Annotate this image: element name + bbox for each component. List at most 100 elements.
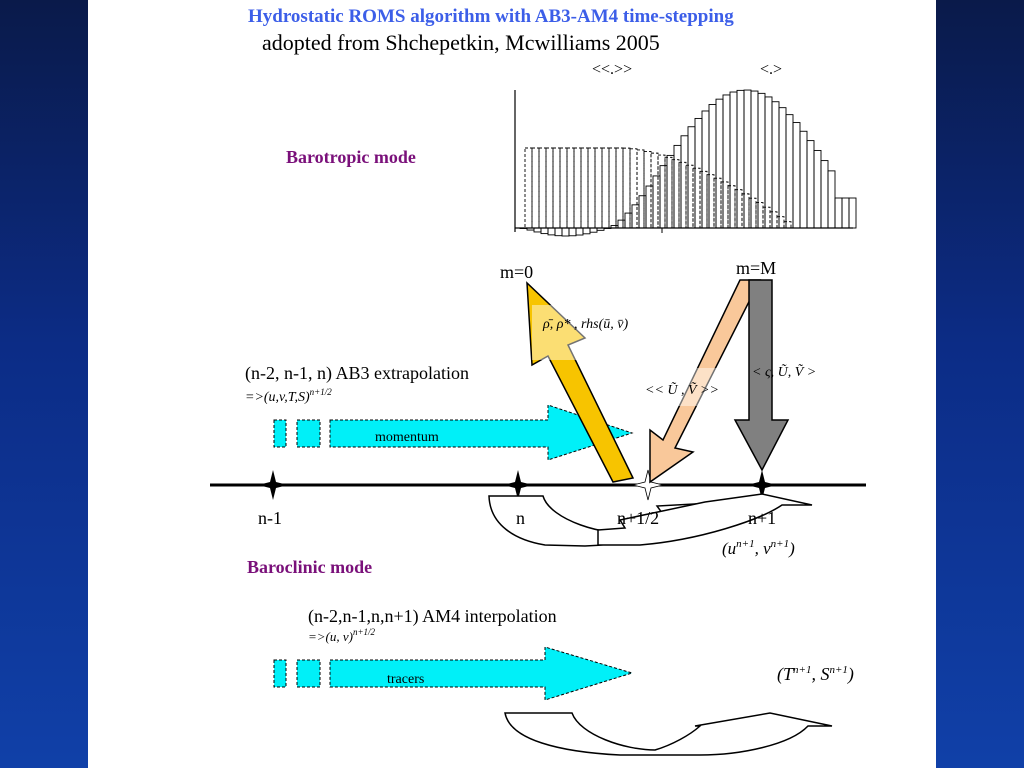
dashed-bar — [734, 189, 743, 229]
dashed-bar — [699, 170, 708, 229]
zeta-uv-average-label: < ς, Ũ, Ṽ > — [752, 363, 816, 380]
mM-label: m=M — [736, 258, 776, 278]
am4-text: (n-2,n-1,n,n+1) AM4 interpolation — [308, 606, 557, 627]
solid-bar — [680, 135, 689, 229]
tick-label-n-1: n-1 — [258, 508, 282, 528]
solid-bar — [582, 227, 591, 235]
dashed-bar — [622, 147, 631, 229]
gray-arrow-from-mM — [733, 279, 790, 472]
dashed-bar — [720, 181, 729, 229]
ts-next-label: (Tn+1, Sn+1) — [777, 664, 854, 685]
dashed-bar — [587, 147, 596, 229]
dashed-bar — [615, 147, 624, 229]
peach-arrow-from-mM — [649, 279, 762, 484]
solid-bar — [743, 89, 752, 229]
double-average-label: <<.>> — [592, 61, 632, 78]
tick-star-n-half — [632, 469, 664, 501]
momentum-label: momentum — [375, 430, 439, 445]
solid-bar — [673, 144, 682, 229]
solid-bar — [722, 94, 731, 229]
dashed-bar — [531, 147, 540, 229]
solid-bar — [568, 227, 577, 237]
solid-bar — [540, 227, 549, 235]
barotropic-mode-label: Barotropic mode — [286, 147, 416, 167]
tick-label-n-half: n+1/2 — [617, 508, 659, 528]
dashed-bar — [636, 149, 645, 229]
momentum-arrow — [273, 404, 634, 461]
solid-bar — [610, 225, 619, 229]
am4-formula: =>(u, v)n+1/2 — [308, 627, 376, 644]
dashed-bar — [769, 211, 778, 229]
dashed-bar — [755, 202, 764, 229]
solid-bar — [526, 227, 535, 231]
solid-bar — [624, 212, 633, 229]
dashed-bar — [685, 164, 694, 229]
solid-bar — [848, 197, 857, 229]
subtitle: adopted from Shchepetkin, Mcwilliams 200… — [262, 30, 660, 55]
solid-bar — [687, 126, 696, 229]
dashed-bar — [573, 147, 582, 229]
dashed-bar — [692, 167, 701, 229]
title: Hydrostatic ROMS algorithm with AB3-AM4 … — [248, 6, 734, 27]
rho-label-highlight — [532, 305, 592, 360]
solid-bar — [813, 149, 822, 229]
baroclinic-mode-label: Baroclinic mode — [247, 557, 372, 577]
solid-bar — [778, 107, 787, 229]
solid-bar — [645, 185, 654, 229]
solid-bar — [764, 96, 773, 229]
dashed-bar — [559, 147, 568, 229]
solid-bar — [715, 98, 724, 229]
solid-bar — [694, 117, 703, 229]
dashed-bar — [706, 174, 715, 229]
solid-bar — [806, 140, 815, 229]
dashed-bar — [650, 152, 659, 229]
solid-bar — [589, 227, 598, 233]
solid-bar — [554, 227, 563, 237]
solid-bar — [750, 90, 759, 229]
solid-bar — [666, 154, 675, 229]
dashed-bar — [748, 197, 757, 229]
solid-bar — [575, 227, 584, 236]
dashed-bar — [601, 147, 610, 229]
solid-bar — [771, 101, 780, 229]
rho-rhs-label: ρ̄, ρ* , rhs(ū, v̄) — [542, 317, 628, 332]
dashed-bar — [566, 147, 575, 229]
slide — [88, 0, 936, 768]
solid-bar — [785, 114, 794, 229]
solid-bar — [652, 175, 661, 229]
yellow-arrow-to-m0 — [526, 281, 635, 483]
uv-next-label: (un+1, vn+1) — [722, 538, 795, 558]
solid-bar — [799, 130, 808, 229]
tracers-arrow — [273, 646, 634, 701]
dashed-bar — [629, 148, 638, 229]
solid-bar — [757, 92, 766, 229]
dashed-bar — [727, 185, 736, 229]
tracers-curved-arrow — [504, 712, 833, 756]
dashed-bar — [643, 150, 652, 229]
dashed-bar — [608, 147, 617, 229]
dashed-bar — [678, 161, 687, 229]
solid-bar — [519, 227, 528, 229]
solid-bar — [729, 91, 738, 229]
tracers-label: tracers — [387, 672, 424, 687]
dashed-bar — [741, 193, 750, 229]
solid-bar — [792, 122, 801, 229]
dashed-bar — [545, 147, 554, 229]
tick-star-n+1 — [747, 470, 777, 500]
solid-bar — [596, 227, 605, 231]
dashed-bar — [776, 216, 785, 229]
dashed-bar — [713, 177, 722, 229]
uv-double-average-label: << Ũ , Ṽ >> — [645, 381, 719, 398]
tick-star-n-1 — [258, 470, 288, 500]
solid-bar — [841, 197, 850, 229]
dashed-bar — [783, 221, 792, 229]
tick-star-n — [503, 470, 533, 500]
solid-bar — [617, 219, 626, 229]
solid-bar — [827, 170, 836, 229]
weights-histogram — [514, 89, 857, 237]
dashed-bar — [552, 147, 561, 229]
average-label: <.> — [760, 61, 782, 78]
solid-bar — [638, 195, 647, 229]
dashed-bar — [664, 156, 673, 229]
